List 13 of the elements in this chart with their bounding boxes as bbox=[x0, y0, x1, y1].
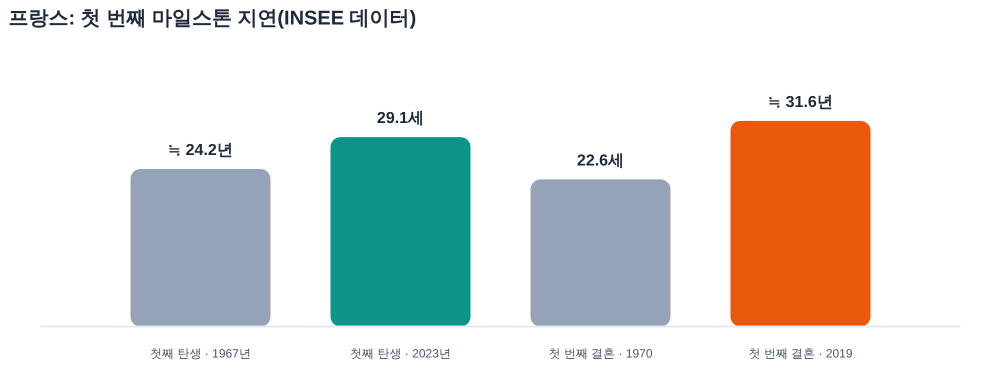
x-tick-label: 첫 번째 결혼 · 1970 bbox=[548, 346, 653, 360]
bar bbox=[130, 169, 270, 326]
x-tick-label: 첫째 탄생 · 1967년 bbox=[150, 346, 251, 360]
data-label: ≒ 24.2년 bbox=[168, 142, 233, 160]
bar bbox=[530, 179, 670, 326]
data-label: ≒ 31.6년 bbox=[768, 94, 833, 111]
x-tick-label: 첫째 탄생 · 2023년 bbox=[350, 346, 451, 360]
data-label: 22.6세 bbox=[576, 152, 624, 170]
chart-title: 프랑스: 첫 번째 마일스톤 지연(INSEE 데이터) bbox=[8, 8, 416, 30]
bar bbox=[730, 120, 870, 326]
bar bbox=[330, 137, 470, 326]
data-label: 29.1세 bbox=[376, 110, 424, 128]
x-tick-label: 첫 번째 결혼 · 2019 bbox=[748, 346, 853, 360]
